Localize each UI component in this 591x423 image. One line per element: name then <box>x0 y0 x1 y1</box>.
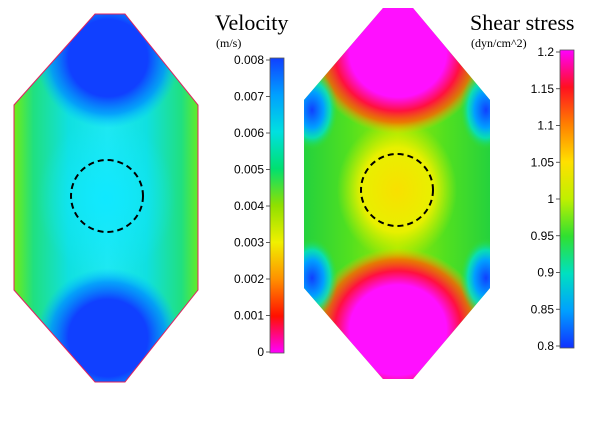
shear-colorbar-ticks: 1.2 1.15 1.1 1.05 1 0.95 0.9 0.85 0.8 <box>531 45 560 353</box>
velocity-units: (m/s) <box>216 36 241 50</box>
velocity-colorbar-bar <box>269 57 285 354</box>
velocity-colorbar-ticks: 0.008 0.007 0.006 0.005 0.004 0.003 0.002 0.001… <box>234 53 270 359</box>
shear-colorbar-bar <box>559 49 575 349</box>
shear-tick-label: 0.85 <box>531 302 555 316</box>
velocity-domain-outline <box>13 13 199 383</box>
velocity-tick-label: 0.002 <box>234 272 264 286</box>
velocity-tick-label: 0 <box>257 345 264 359</box>
shear-tick-label: 1 <box>547 192 554 206</box>
shear-units: (dyn/cm^2) <box>471 36 527 50</box>
shear-corner-tr <box>460 70 490 150</box>
shear-corner-bl <box>304 238 338 318</box>
shear-field <box>304 8 490 379</box>
velocity-tick-label: 0.007 <box>234 90 264 104</box>
shear-corner-tl <box>304 70 338 150</box>
shear-tick-label: 1.15 <box>531 82 555 96</box>
shear-colorbar: 1.2 1.15 1.1 1.05 1 0.95 0.9 0.85 0.8 <box>531 45 575 353</box>
velocity-center-region <box>36 118 176 278</box>
shear-tick-label: 1.1 <box>537 119 554 133</box>
velocity-tick-label: 0.008 <box>234 53 264 67</box>
velocity-title: Velocity <box>215 10 288 35</box>
velocity-tick-label: 0.005 <box>234 163 264 177</box>
velocity-tick-label: 0.001 <box>234 309 264 323</box>
velocity-colorbar: 0.008 0.007 0.006 0.005 0.004 0.003 0.002 0.001… <box>234 53 285 359</box>
shear-tick-label: 0.9 <box>537 266 554 280</box>
velocity-tick-label: 0.006 <box>234 126 264 140</box>
velocity-region-marker <box>70 159 144 233</box>
shear-tick-label: 1.05 <box>531 155 555 169</box>
shear-tick-label: 0.8 <box>537 339 554 353</box>
shear-region-marker <box>360 153 434 227</box>
shear-center-region <box>337 120 457 260</box>
velocity-field <box>14 14 198 382</box>
velocity-tick-label: 0.003 <box>234 236 264 250</box>
shear-corner-br <box>460 238 490 318</box>
velocity-tick-label: 0.004 <box>234 199 264 213</box>
shear-title: Shear stress <box>470 10 574 35</box>
shear-tick-label: 0.95 <box>531 229 555 243</box>
shear-tick-label: 1.2 <box>537 45 554 59</box>
velocity-bottom-lobe <box>36 268 180 382</box>
